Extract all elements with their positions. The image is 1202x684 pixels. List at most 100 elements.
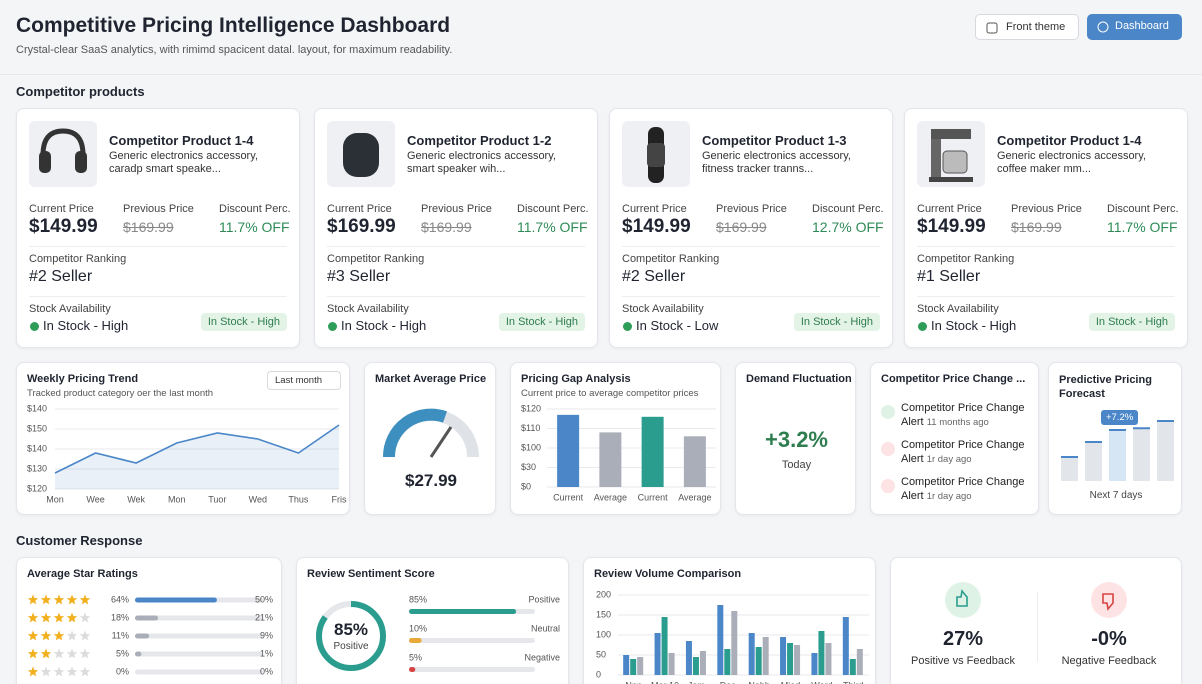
star [27,648,39,659]
y-tick-label: 0 [596,669,601,679]
widget-subtitle: Current price to average competitor pric… [521,388,699,399]
discount: 11.7% OFF [1107,219,1178,235]
alert-icon [881,405,895,419]
icon [986,22,998,34]
label: Stock Availability [327,303,409,315]
x-tick-label: Mon [168,494,186,504]
label: Stock Availability [622,303,704,315]
feedback-label: Positive vs Feedback [911,655,1015,667]
chart-svg: $0 $30 $100 $110 $120 Current Average Current Av… [521,403,716,502]
x-tick-label: Mon [46,494,64,504]
widget-card: 27% Positive vs Feedback -0% Negative Feedb… [890,557,1182,684]
star-rating [27,612,91,623]
widget-title: Review Volume Comparison [594,568,742,580]
alert: Competitor Price Change Alert 1r day ago [901,475,1031,507]
star [79,630,91,641]
widget-card: Predictive Pricing Forecast +7.2% Next 7 d… [1048,362,1182,515]
bar [668,653,675,675]
widget-title: Predictive Pricing Forecast [1059,374,1152,400]
stock-badge: In Stock - High [1088,313,1175,331]
star [40,612,52,623]
icon [942,150,968,174]
bar [409,609,517,614]
star [79,666,91,677]
bar-track [409,638,535,643]
bar [856,649,863,675]
product-image [917,121,985,187]
product-name: Competitor Product 1-4 [997,133,1142,148]
discount: 11.7% OFF [517,219,588,235]
bar [849,659,856,675]
ranking: #3 Seller [327,268,391,285]
widget-card: Competitor Price Change ... Competitor Pr… [870,362,1039,515]
status-dot [30,322,39,331]
status-dot [918,322,927,331]
stock: In Stock - High [341,318,427,333]
bar [731,611,738,675]
product-description: Generic electronics accessory, smart spe… [407,150,556,175]
bar-track [135,651,263,657]
star-rating [27,666,91,677]
product-card: Competitor Product 1-3 Generic electronic… [609,108,893,348]
divider [917,296,1175,297]
label: Current Price [327,203,392,215]
thumb-icon [1102,593,1114,611]
right-label: 0% [260,666,273,676]
button-label: Front theme [1006,21,1066,33]
bar [135,597,217,603]
product-name: Competitor Product 1-2 [407,133,552,148]
y-tick-label: 100 [596,629,611,639]
status-dot [623,322,632,331]
bar [780,637,787,675]
line [54,424,340,474]
feedback-icon [1091,582,1127,618]
ranking: #1 Seller [917,268,981,285]
bar [630,659,637,675]
subtitle: Crystal-clear SaaS analytics, with rimim… [16,44,453,56]
chart-svg [1102,593,1114,611]
x-tick-label: Current [638,492,669,502]
x-tick-label: Werd [811,680,832,684]
star [79,648,91,659]
status-dot [328,322,337,331]
divider [29,246,287,247]
donut [316,601,386,671]
product-card: Competitor Product 1-4 Generic electronic… [904,108,1188,348]
bar [557,414,580,487]
product-image [29,121,97,187]
widget-title: Review Sentiment Score [307,568,435,580]
dropdown-label: Last month [275,375,322,386]
row-label: Negative [524,652,560,662]
y-tick-label: $150 [27,423,47,433]
x-tick-label: Mar 10 [651,680,679,684]
ranking: #2 Seller [622,268,686,285]
widget-card: Review Sentiment Score 85% Positive 10% Neut… [296,557,569,684]
star [53,648,65,659]
gauge-fill [382,408,447,458]
star [53,630,65,641]
bar [685,641,692,675]
chart-svg [929,129,973,182]
star [53,612,65,623]
icon [343,133,379,177]
star [79,594,91,605]
kpi-label: Today [781,459,812,471]
product-description: Generic electronics accessory, coffee ma… [997,150,1146,175]
bar [787,643,794,675]
value-label: 5% [116,648,129,658]
y-tick-label: 50 [596,649,606,659]
dropdown[interactable]: Last month [267,371,341,390]
label: Current Price [917,203,982,215]
star [40,666,52,677]
chart-svg [956,589,968,607]
star [66,648,78,659]
widget-title: Pricing Gap Analysis [521,373,631,385]
bar-track [135,669,263,675]
button[interactable]: Front theme [975,14,1079,40]
divider [622,246,880,247]
label: Discount Perc. [219,203,291,215]
button[interactable]: Dashboard [1087,14,1182,40]
icon [647,143,665,167]
product-image [622,121,690,187]
x-tick-label: Jam [688,680,705,684]
